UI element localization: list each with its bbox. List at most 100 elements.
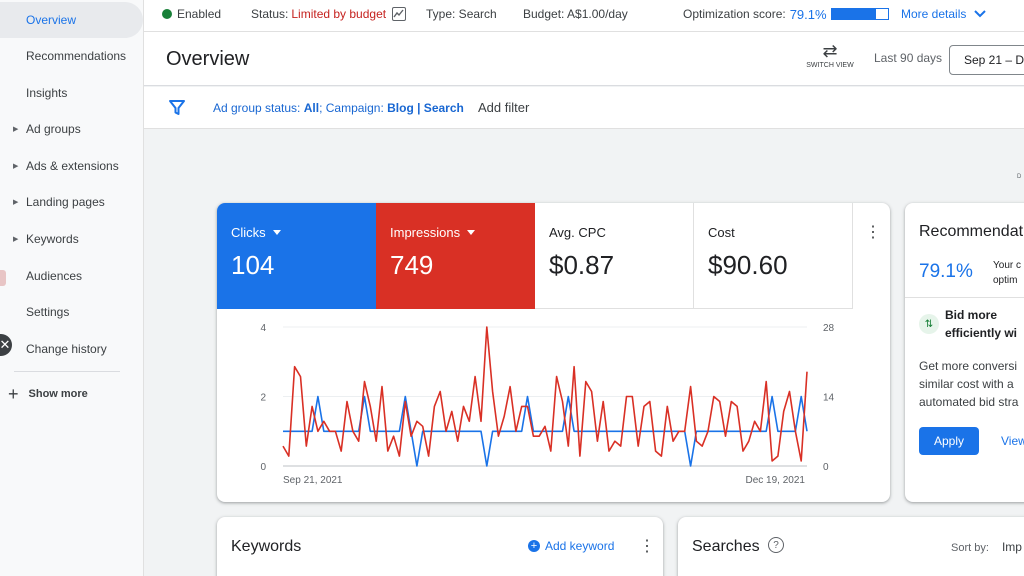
metric-value: 104 xyxy=(231,250,275,280)
page-title: Overview xyxy=(166,48,250,70)
chevron-down-icon xyxy=(974,10,987,18)
campaign-status-bar: Enabled Status: Limited by budget Type: … xyxy=(144,0,1024,32)
enabled-label: Enabled xyxy=(177,7,222,21)
optimization-score[interactable]: Optimization score: 79.1% xyxy=(683,0,889,28)
sort-by-control[interactable]: Sort by: Imp xyxy=(951,540,1022,554)
sidebar-item-label: Overview xyxy=(26,13,77,27)
status-limited[interactable]: Status: Limited by budget xyxy=(251,0,407,28)
caret-right-icon: ▶ xyxy=(13,199,19,206)
dropdown-arrow-icon[interactable] xyxy=(272,230,281,235)
sort-by-value: Imp xyxy=(1001,540,1022,554)
status-label: Status: xyxy=(251,7,289,21)
enabled-status[interactable]: Enabled xyxy=(162,0,221,28)
sidebar-item-label: Settings xyxy=(26,305,70,319)
status-dot-icon xyxy=(162,9,172,19)
campaign-budget[interactable]: Budget: A$1.00/day xyxy=(523,7,628,21)
keywords-title: Keywords xyxy=(231,538,302,555)
sidebar-item-label: Keywords xyxy=(26,232,79,246)
filter-prefix-2: ; Campaign: xyxy=(319,101,388,115)
headline-line: efficiently wi xyxy=(945,326,1018,340)
performance-line-chart: 4 2 0 28 14 0 Sep 21, 2021 Dec 19, 2021 xyxy=(260,323,835,486)
filter-value-2: Blog | Search xyxy=(387,101,464,115)
swap-arrows-icon: ⇄ xyxy=(822,41,838,61)
sidebar-item-ad-groups[interactable]: ▶ Ad groups xyxy=(0,111,143,147)
series-line-impressions xyxy=(282,326,808,462)
sidebar-item-label: Audiences xyxy=(26,269,83,283)
keywords-card: Keywords + Add keyword ⋮ xyxy=(217,517,663,576)
sidebar-item-ads-extensions[interactable]: ▶ Ads & extensions xyxy=(0,148,143,184)
y-right-tick-label: 0 xyxy=(823,462,829,473)
corner-label: D xyxy=(1017,174,1022,180)
help-icon[interactable]: ? xyxy=(768,537,784,553)
metric-cost[interactable]: Cost $90.60 xyxy=(694,203,853,309)
add-filter-button[interactable]: Add filter xyxy=(478,100,530,115)
sidebar-divider xyxy=(14,371,120,372)
body-line: similar cost with a xyxy=(919,377,1014,391)
sidebar-item-keywords[interactable]: ▶ Keywords xyxy=(0,221,143,257)
show-more-button[interactable]: + Show more xyxy=(8,383,88,405)
body-line: Get more conversi xyxy=(919,359,1018,373)
side-line: optim xyxy=(993,275,1018,286)
more-options-icon[interactable]: ⋮ xyxy=(865,224,881,241)
y-left-tick-label: 2 xyxy=(260,393,266,404)
dropdown-arrow-icon[interactable] xyxy=(467,230,476,235)
switch-view-button[interactable]: ⇄ SWITCH VIEW xyxy=(800,40,860,69)
filter-icon[interactable] xyxy=(168,99,186,117)
metric-impressions[interactable]: Impressions 749 xyxy=(376,203,535,309)
sidebar-item-label: Ads & extensions xyxy=(26,159,119,173)
x-tick-label: Sep 21, 2021 xyxy=(283,475,343,486)
opt-score-bar xyxy=(830,8,889,20)
page-header: Overview ⇄ SWITCH VIEW Last 90 days Sep … xyxy=(144,32,1024,86)
side-line: Your c xyxy=(993,260,1021,271)
add-keyword-label: Add keyword xyxy=(545,539,615,553)
close-icon[interactable]: ✕ xyxy=(0,334,12,356)
metric-avg-cpc[interactable]: Avg. CPC $0.87 xyxy=(535,203,694,309)
apply-button[interactable]: Apply xyxy=(919,427,979,455)
add-keyword-button[interactable]: + Add keyword xyxy=(528,539,614,553)
campaign-type: Type: Search xyxy=(426,7,497,21)
recommendations-title: Recommendations xyxy=(919,223,1024,240)
sidebar-item-audiences[interactable]: Audiences xyxy=(0,258,143,294)
sidebar-item-insights[interactable]: Insights xyxy=(0,75,143,111)
y-left-tick-label: 0 xyxy=(260,462,266,473)
plus-icon: + xyxy=(8,383,19,404)
y-left-tick-label: 4 xyxy=(260,323,266,334)
sidebar-item-label: Change history xyxy=(26,342,107,356)
metric-value: $0.87 xyxy=(549,250,615,280)
metric-value: 749 xyxy=(390,250,434,280)
recommendation-headline: Bid more efficiently wi xyxy=(945,306,1017,342)
metric-label: Cost xyxy=(708,225,735,240)
sidebar-item-label: Ad groups xyxy=(26,122,81,136)
metric-label: Clicks xyxy=(231,225,266,240)
sidebar-item-overview[interactable]: Overview xyxy=(0,2,143,38)
audiences-marker xyxy=(0,270,6,286)
metric-clicks[interactable]: Clicks 104 xyxy=(217,203,376,309)
view-link[interactable]: View xyxy=(1001,434,1024,448)
sidebar-item-settings[interactable]: Settings xyxy=(0,294,143,330)
searches-card: Searches ? Sort by: Imp xyxy=(678,517,1024,576)
active-filters[interactable]: Ad group status: All; Campaign: Blog | S… xyxy=(213,101,464,115)
trend-chart-icon[interactable] xyxy=(392,7,407,21)
body-line: automated bid stra xyxy=(919,395,1019,409)
status-value: Limited by budget xyxy=(291,7,387,21)
caret-right-icon: ▶ xyxy=(13,236,19,243)
more-details-link[interactable]: More details xyxy=(901,0,987,28)
opt-score-value: 79.1% xyxy=(789,6,827,22)
show-more-label: Show more xyxy=(28,388,88,400)
bid-strategy-icon: ⇅ xyxy=(919,314,939,334)
y-right-tick-label: 28 xyxy=(823,323,835,334)
sidebar-item-landing-pages[interactable]: ▶ Landing pages xyxy=(0,184,143,220)
caret-right-icon: ▶ xyxy=(13,163,19,170)
more-options-icon[interactable]: ⋮ xyxy=(639,538,655,555)
recommendations-score: 79.1% xyxy=(919,261,973,282)
sidebar-item-change-history[interactable]: Change history xyxy=(0,331,143,367)
series-line-clicks xyxy=(283,395,808,467)
sort-by-label: Sort by: xyxy=(951,542,989,554)
caret-right-icon: ▶ xyxy=(13,126,19,133)
filter-prefix-1: Ad group status: xyxy=(213,101,304,115)
date-range-picker[interactable]: Sep 21 – Dec 19, 2021 xyxy=(949,45,1024,75)
date-range-label: Last 90 days xyxy=(874,51,943,65)
add-circle-icon: + xyxy=(528,540,540,552)
switch-view-label: SWITCH VIEW xyxy=(806,62,854,69)
sidebar-item-recommendations[interactable]: Recommendations xyxy=(0,38,143,74)
